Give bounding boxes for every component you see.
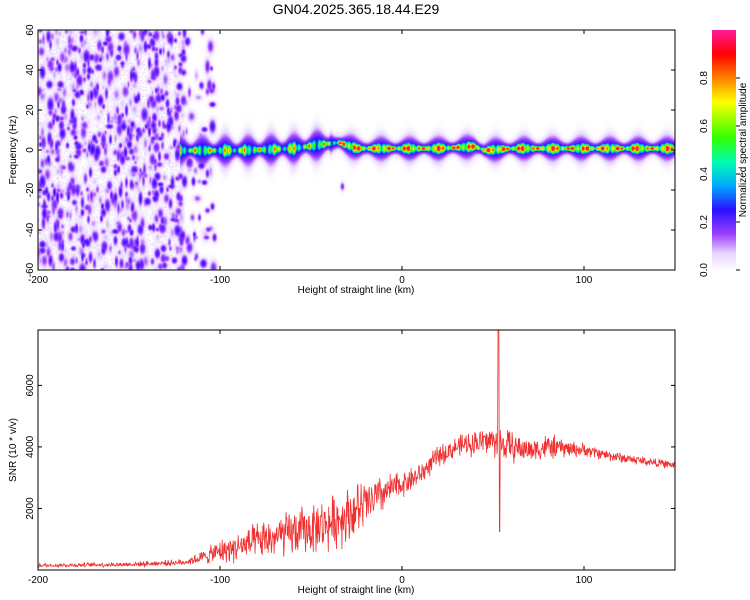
spectrogram-y-label: Frequency (Hz) xyxy=(8,116,19,185)
snr-series-line xyxy=(37,329,676,569)
colorbar-tick-label: 0.6 xyxy=(699,119,710,133)
snr-frame xyxy=(37,329,676,571)
colorbar: 0.0 0.2 0.4 0.6 0.8 Normalized spectral ampl… xyxy=(699,30,749,277)
colorbar-tick-label: 0.2 xyxy=(699,215,710,229)
snr-y-label: SNR (10 * v/v) xyxy=(8,418,19,482)
colorbar-tick-label: 0.0 xyxy=(699,263,710,277)
snr-xtick-label: -200 xyxy=(28,575,48,586)
colorbar-label: Normalized spectral amplitude xyxy=(738,82,749,217)
colorbar-gradient xyxy=(712,30,736,270)
spectrogram-x-axis: -200 -100 0 100 xyxy=(28,30,593,286)
spectrogram-image xyxy=(38,30,675,270)
spectrogram-ytick-label: -60 xyxy=(25,262,36,277)
snr-ytick-label: 2000 xyxy=(25,497,36,520)
spectrogram-x-label: Height of straight line (km) xyxy=(298,285,415,296)
colorbar-ticks: 0.0 0.2 0.4 0.6 0.8 xyxy=(699,71,740,277)
spectrogram-xtick-label: -100 xyxy=(210,275,230,286)
snr-xtick-label: 0 xyxy=(399,575,405,586)
spectrogram-xtick-label: -200 xyxy=(28,275,48,286)
spectrogram-xtick-label: 100 xyxy=(576,275,593,286)
snr-xtick-label: -100 xyxy=(210,575,230,586)
spectrogram-ytick-label: -40 xyxy=(25,222,36,237)
spectrogram-ytick-label: -20 xyxy=(25,182,36,197)
spectrogram-xtick-label: 0 xyxy=(399,275,405,286)
spectrogram-ytick-label: 0 xyxy=(25,147,36,153)
snr-xtick-label: 100 xyxy=(576,575,593,586)
snr-x-label: Height of straight line (km) xyxy=(298,585,415,596)
spectrogram-ytick-label: 40 xyxy=(25,64,36,76)
snr-panel: -200 -100 0 100 2000 4000 6000 Height of stra… xyxy=(8,329,676,596)
colorbar-tick-label: 0.4 xyxy=(699,167,710,181)
spectrogram-ytick-label: 60 xyxy=(25,24,36,36)
spectrogram-ytick-label: 20 xyxy=(25,104,36,116)
colorbar-tick-label: 0.8 xyxy=(699,71,710,85)
snr-ytick-label: 6000 xyxy=(25,374,36,397)
figure-title: GN04.2025.365.18.44.E29 xyxy=(273,1,440,17)
snr-ytick-label: 4000 xyxy=(25,435,36,458)
snr-y-axis: 2000 4000 6000 xyxy=(25,374,675,520)
spectrogram-y-axis: -60 -40 -20 0 20 40 60 xyxy=(25,24,675,277)
snr-x-axis: -200 -100 0 100 xyxy=(28,330,593,586)
